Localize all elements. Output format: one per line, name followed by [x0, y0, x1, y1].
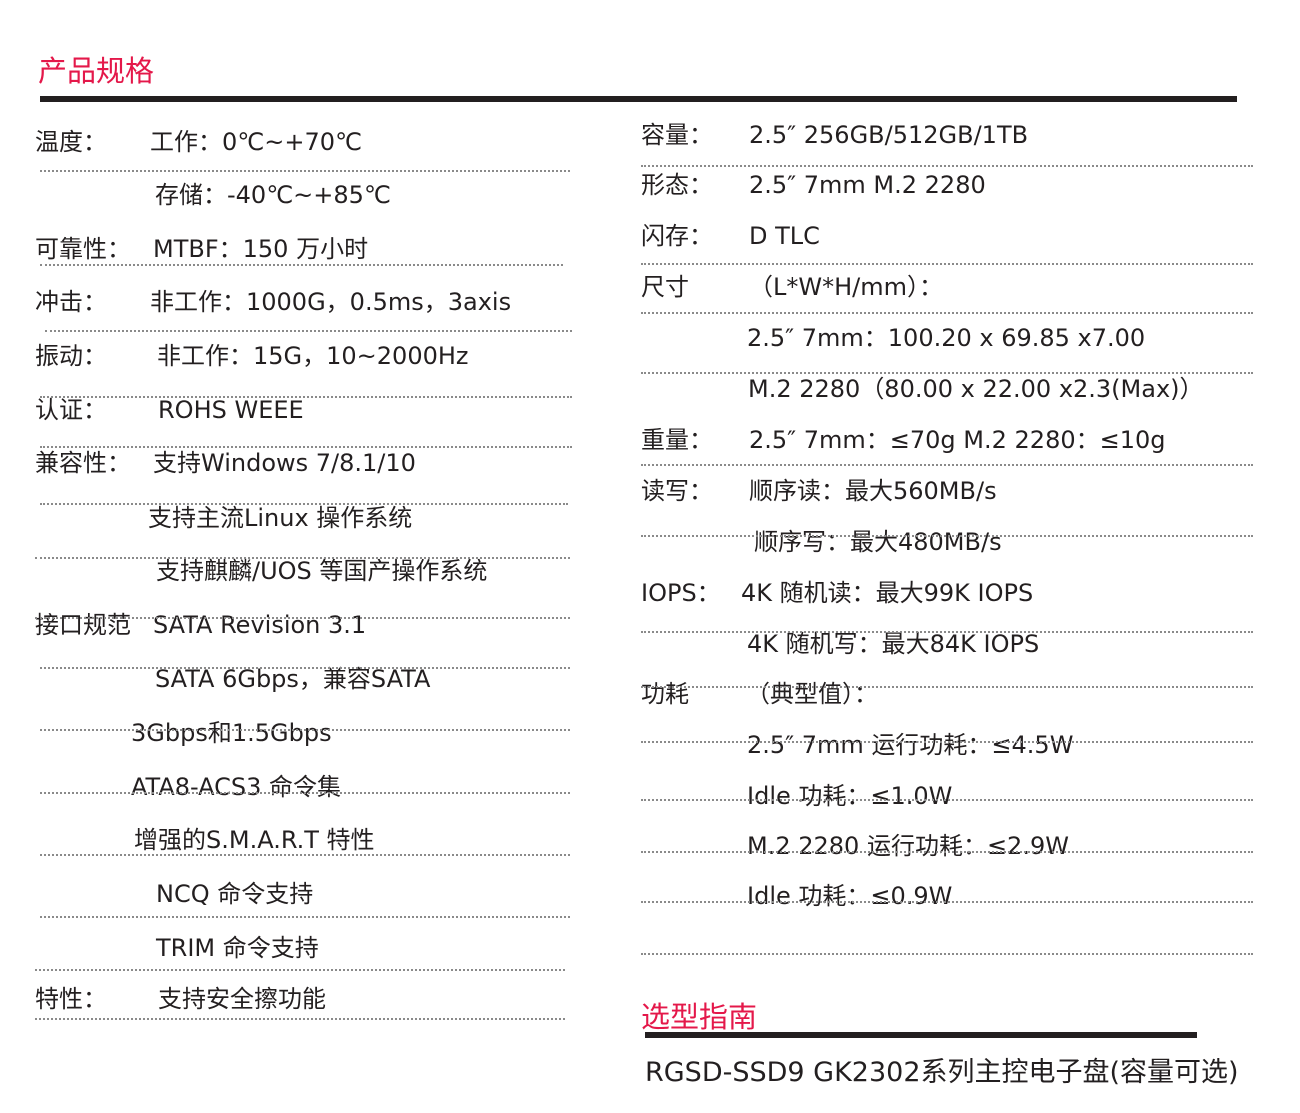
spec-value: 4K 随机写：最大84K IOPS: [747, 630, 1040, 658]
dotted-divider: [40, 792, 570, 794]
spec-label: 读写：: [641, 477, 713, 505]
spec-label: IOPS：: [641, 579, 721, 607]
guide-text: RGSD-SSD9 GK2302系列主控电子盘(容量可选): [645, 1057, 1239, 1088]
spec-value: 4K 随机读：最大99K IOPS: [741, 579, 1034, 607]
spec-value: 顺序读：最大560MB/s: [749, 477, 997, 505]
spec-label: 形态：: [641, 171, 713, 199]
guide-title: 选型指南: [641, 1000, 758, 1034]
spec-label: 振动：: [35, 342, 107, 370]
dotted-divider: [641, 165, 1253, 167]
dotted-divider: [40, 446, 572, 448]
dotted-divider: [40, 503, 568, 505]
spec-label: 认证：: [35, 396, 107, 424]
spec-value: 支持安全擦功能: [158, 985, 326, 1013]
dotted-divider: [641, 263, 1253, 265]
spec-value: 支持麒麟/UOS 等国产操作系统: [156, 557, 488, 585]
spec-label: 特性：: [35, 985, 107, 1013]
dotted-divider: [641, 901, 1253, 903]
spec-value: 2.5″ 7mm：100.20 x 69.85 x7.00: [747, 324, 1146, 352]
spec-value: 3Gbps和1.5Gbps: [131, 719, 332, 747]
spec-label: 闪存：: [641, 222, 713, 250]
spec-value: 2.5″ 7mm：≤70g M.2 2280：≤10g: [749, 426, 1166, 454]
dotted-divider: [641, 464, 1253, 466]
spec-label: 功耗: [641, 680, 689, 708]
dotted-divider: [45, 330, 572, 332]
dotted-divider: [641, 741, 1253, 743]
spec-label: 尺寸: [641, 273, 689, 301]
dotted-divider: [35, 557, 570, 559]
dotted-divider: [641, 312, 1253, 314]
spec-value: 工作：0℃~+70℃: [150, 128, 362, 156]
spec-value: 支持Windows 7/8.1/10: [153, 449, 416, 477]
guide-divider: [645, 1032, 1197, 1038]
spec-value: 非工作：1000G，0.5ms，3axis: [150, 288, 512, 316]
dotted-divider: [641, 535, 1253, 537]
spec-value: 2.5″ 256GB/512GB/1TB: [749, 121, 1029, 149]
dotted-divider: [35, 1018, 565, 1020]
spec-label: 兼容性：: [35, 449, 131, 477]
spec-value: 支持主流Linux 操作系统: [148, 504, 413, 532]
spec-value: MTBF：150 万小时: [153, 235, 369, 263]
spec-value: 非工作：15G，10~2000Hz: [157, 342, 469, 370]
dotted-divider: [40, 170, 570, 172]
dotted-divider: [641, 631, 1253, 633]
spec-label: 重量：: [641, 426, 713, 454]
spec-value: TRIM 命令支持: [156, 934, 319, 962]
spec-value: ATA8-ACS3 命令集: [131, 773, 342, 801]
dotted-divider: [35, 969, 565, 971]
dotted-divider: [40, 264, 563, 266]
spec-value: Idle 功耗：≤0.9W: [747, 882, 953, 910]
spec-value: D TLC: [749, 222, 820, 250]
spec-label: 冲击：: [35, 288, 107, 316]
dotted-divider: [641, 953, 1253, 955]
dotted-divider: [40, 854, 570, 856]
spec-value: 2.5″ 7mm M.2 2280: [749, 171, 986, 199]
dotted-divider: [641, 851, 1253, 853]
spec-value: （典型值）：: [746, 680, 878, 708]
dotted-divider: [40, 729, 570, 731]
section-title: 产品规格: [38, 54, 155, 88]
spec-value: 存储：-40℃~+85℃: [155, 181, 391, 209]
spec-value: 顺序写：最大480MB/s: [754, 528, 1002, 556]
dotted-divider: [641, 799, 1253, 801]
spec-label: 可靠性：: [35, 235, 131, 263]
spec-value: SATA Revision 3.1: [153, 611, 367, 639]
spec-value: 增强的S.M.A.R.T 特性: [134, 826, 375, 854]
spec-label: 接口规范: [35, 611, 131, 639]
dotted-divider: [40, 667, 570, 669]
spec-value: （L*W*H/mm）：: [749, 273, 943, 301]
dotted-divider: [35, 617, 570, 619]
spec-value: M.2 2280 运行功耗：≤2.9W: [747, 832, 1069, 860]
dotted-divider: [641, 372, 1253, 374]
spec-label: 温度：: [35, 128, 107, 156]
spec-value: 2.5″ 7mm 运行功耗：≤4.5W: [747, 731, 1074, 759]
spec-value: NCQ 命令支持: [156, 880, 314, 908]
spec-value: SATA 6Gbps，兼容SATA: [155, 665, 431, 693]
spec-value: ROHS WEEE: [158, 396, 304, 424]
spec-value: M.2 2280（80.00 x 22.00 x2.3(Max)）: [748, 375, 1204, 403]
section-divider: [40, 96, 1237, 102]
dotted-divider: [641, 686, 1253, 688]
dotted-divider: [40, 396, 572, 398]
spec-label: 容量：: [641, 121, 713, 149]
spec-value: Idle 功耗：≤1.0W: [747, 782, 953, 810]
dotted-divider: [40, 916, 570, 918]
